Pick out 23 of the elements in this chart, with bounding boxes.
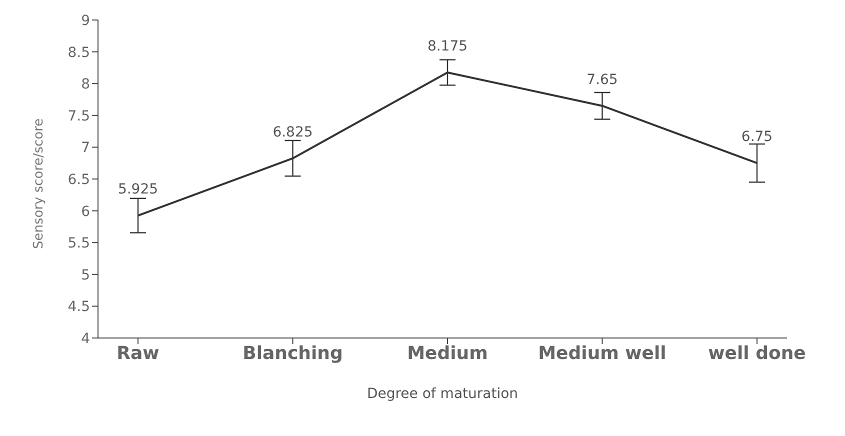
y-tick-label: 6 <box>81 204 90 220</box>
y-tick-label: 6.5 <box>68 172 90 188</box>
x-tick-label: Raw <box>116 342 160 364</box>
y-tick-label: 8.5 <box>68 44 90 61</box>
x-tick-label: Blanching <box>242 342 343 364</box>
x-tick-label: well done <box>708 342 806 364</box>
x-tick-label: Medium <box>407 342 488 364</box>
y-tick-label: 8 <box>81 76 90 93</box>
data-label: 7.65 <box>586 72 618 88</box>
data-label: 6.75 <box>741 129 773 146</box>
y-tick-label: 7 <box>81 140 90 156</box>
data-label: 6.825 <box>272 124 313 140</box>
x-axis-title: Degree of maturation <box>366 386 518 402</box>
data-label: 5.925 <box>118 182 158 198</box>
y-tick-label: 5.5 <box>68 236 90 252</box>
y-tick-label: 4.5 <box>68 299 90 316</box>
y-tick-label: 4 <box>81 330 90 347</box>
x-tick-label: Medium well <box>538 342 666 364</box>
data-label: 8.175 <box>427 38 468 54</box>
y-axis-title: Sensory score/score <box>32 118 47 249</box>
y-tick-label: 9 <box>81 12 90 29</box>
y-tick-label: 5 <box>81 267 90 284</box>
y-tick-label: 7.5 <box>68 108 90 124</box>
